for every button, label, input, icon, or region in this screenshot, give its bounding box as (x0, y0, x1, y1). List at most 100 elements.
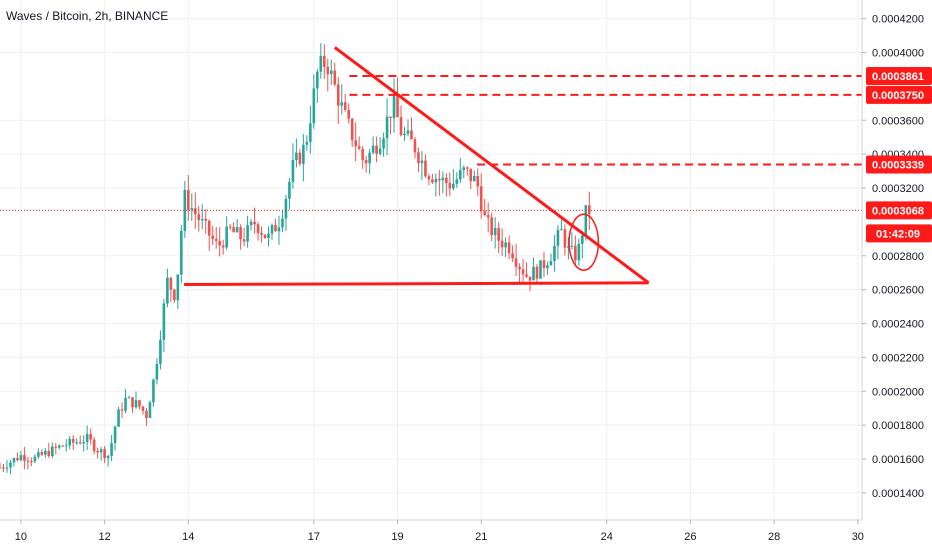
candle-up (291, 160, 295, 182)
triangle-descending-trendline[interactable] (333, 46, 650, 285)
candle-down (23, 455, 26, 461)
candle-up (124, 397, 127, 411)
time-tick-label: 28 (768, 531, 780, 543)
candle-up (33, 456, 37, 462)
candle-down (518, 266, 521, 270)
candle-up (316, 71, 319, 89)
candles (0, 43, 591, 475)
candle-down (26, 460, 30, 462)
candle-down (514, 258, 518, 267)
candle-down (214, 238, 218, 241)
candle-up (288, 181, 291, 199)
candle-down (92, 439, 96, 452)
candle-up (64, 445, 68, 447)
candle-down (256, 224, 260, 233)
candle-down (588, 205, 591, 214)
price-tick-label: 0.0002000 (872, 386, 924, 398)
candle-up (385, 116, 389, 139)
candle-down (500, 240, 504, 248)
candle-up (539, 260, 542, 279)
price-tick-label: 0.0001600 (872, 454, 924, 466)
candle-up (570, 245, 574, 247)
bar-countdown-label: 01:42:09 (876, 228, 920, 240)
candle-down (438, 178, 441, 181)
price-tick-label: 0.0001800 (872, 420, 924, 432)
price-tick-label: 0.0002400 (872, 319, 924, 331)
breakout-highlight-ellipse[interactable] (568, 213, 600, 271)
candle-down (138, 400, 141, 407)
candle-down (497, 228, 500, 241)
candle-down (232, 227, 235, 233)
candle-down (333, 70, 337, 85)
candle-down (204, 218, 208, 221)
level-price-label: 0.0003750 (872, 90, 924, 102)
candle-down (187, 189, 190, 210)
candle-up (82, 442, 85, 444)
candle-down (354, 140, 357, 147)
candle-up (190, 208, 194, 210)
candle-up (560, 229, 563, 231)
candle-down (448, 183, 452, 189)
level-price-label-bg (866, 67, 932, 86)
candle-down (350, 118, 354, 141)
candle-up (5, 467, 9, 469)
candle-up (249, 221, 253, 226)
candle-up (110, 443, 113, 456)
price-tick-label: 0.0004200 (872, 14, 924, 26)
candle-up (406, 130, 410, 134)
candle-down (211, 235, 215, 239)
candle-down (96, 451, 99, 453)
candle-down (574, 245, 577, 261)
candle-up (200, 218, 204, 221)
candle-up (68, 439, 72, 446)
candle-up (12, 458, 16, 463)
candle-up (148, 402, 152, 418)
candle-up (581, 235, 584, 244)
candle-down (336, 84, 340, 106)
triangle-base-line[interactable] (184, 281, 649, 287)
candle-down (2, 467, 5, 469)
candle-up (329, 70, 333, 75)
candle-down (274, 225, 277, 232)
candle-down (89, 434, 92, 440)
candle-up (472, 175, 476, 182)
candle-up (295, 152, 298, 161)
drawings (0, 46, 862, 287)
candle-down (16, 458, 19, 461)
time-tick-label: 24 (601, 531, 613, 543)
candle-down (486, 215, 490, 218)
candle-down (253, 221, 256, 225)
candle-down (417, 152, 420, 164)
level-price-label-bg (866, 155, 932, 174)
candle-up (546, 265, 549, 269)
candle-up (284, 198, 288, 219)
candle-down (521, 269, 525, 275)
candle-down (61, 445, 65, 447)
candle-up (382, 138, 385, 149)
candle-down (263, 234, 267, 238)
candle-up (434, 178, 438, 183)
time-tick-label: 30 (852, 531, 864, 543)
price-tick-label: 0.0002800 (872, 251, 924, 263)
candle-up (340, 102, 344, 106)
candle-down (364, 160, 368, 164)
candle-down (528, 276, 532, 281)
candle-up (9, 462, 12, 468)
candle-down (399, 117, 403, 136)
price-tick-label: 0.0001400 (872, 488, 924, 500)
candle-down (54, 446, 58, 448)
candle-down (476, 175, 480, 187)
level-price-label: 0.0003339 (872, 159, 924, 171)
candle-up (556, 229, 560, 246)
candle-down (193, 208, 197, 215)
candle-down (260, 232, 263, 235)
candle-down (30, 461, 33, 463)
candle-up (225, 226, 228, 248)
candle-up (127, 397, 131, 399)
candle-down (490, 217, 493, 236)
candle-up (452, 183, 455, 189)
time-tick-label: 10 (15, 531, 27, 543)
